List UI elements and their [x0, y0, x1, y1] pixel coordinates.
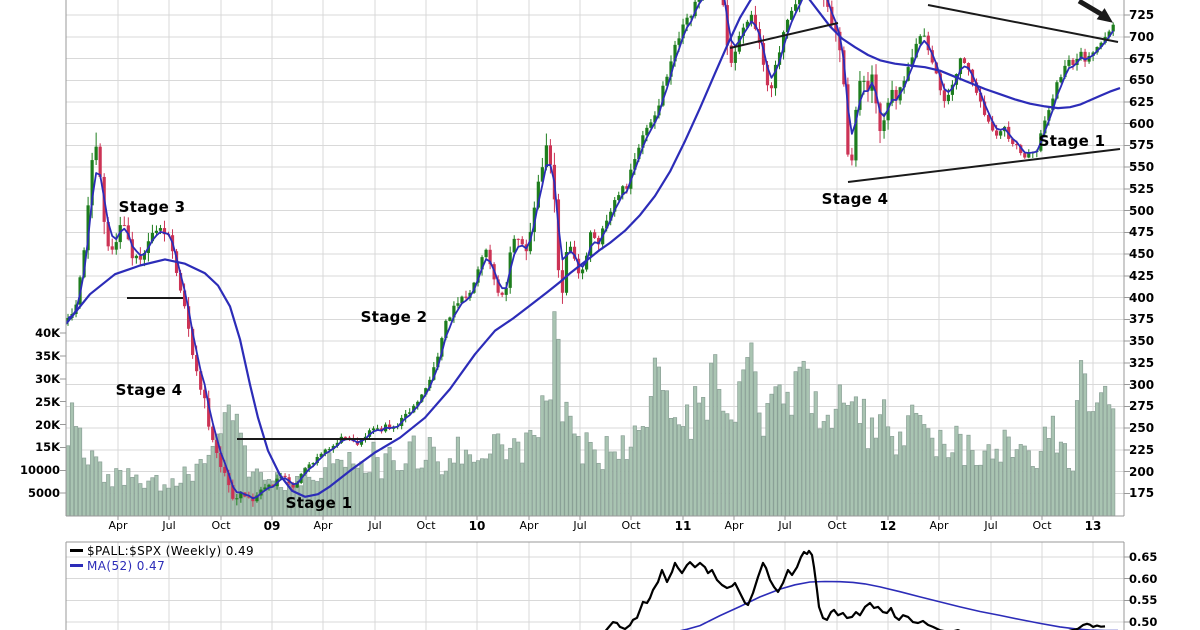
stage-annotation: Stage 2: [360, 308, 428, 326]
ratio-ma-swatch: [70, 564, 83, 567]
stage-annotation: Stage 1: [1038, 132, 1106, 150]
ratio-line-swatch: [70, 549, 83, 552]
trendline: [927, 4, 1119, 43]
stage-annotation: Stage 3: [118, 198, 186, 216]
trendline: [847, 148, 1121, 183]
ratio-legend-row-price: $PALL:$SPX (Weekly) 0.49: [70, 543, 254, 558]
stage-annotation: Stage 1: [285, 494, 353, 512]
ratio-legend-label: $PALL:$SPX (Weekly) 0.49: [87, 543, 255, 558]
trendline: [729, 22, 839, 49]
ratio-legend: $PALL:$SPX (Weekly) 0.49 MA(52) 0.47: [70, 543, 254, 573]
down-arrow-icon: [1077, 0, 1103, 17]
ratio-ma-legend-label: MA(52) 0.47: [87, 558, 166, 573]
ratio-legend-row-ma: MA(52) 0.47: [70, 558, 254, 573]
stage-annotation: Stage 4: [821, 190, 889, 208]
stage-annotation: Stage 4: [115, 381, 183, 399]
